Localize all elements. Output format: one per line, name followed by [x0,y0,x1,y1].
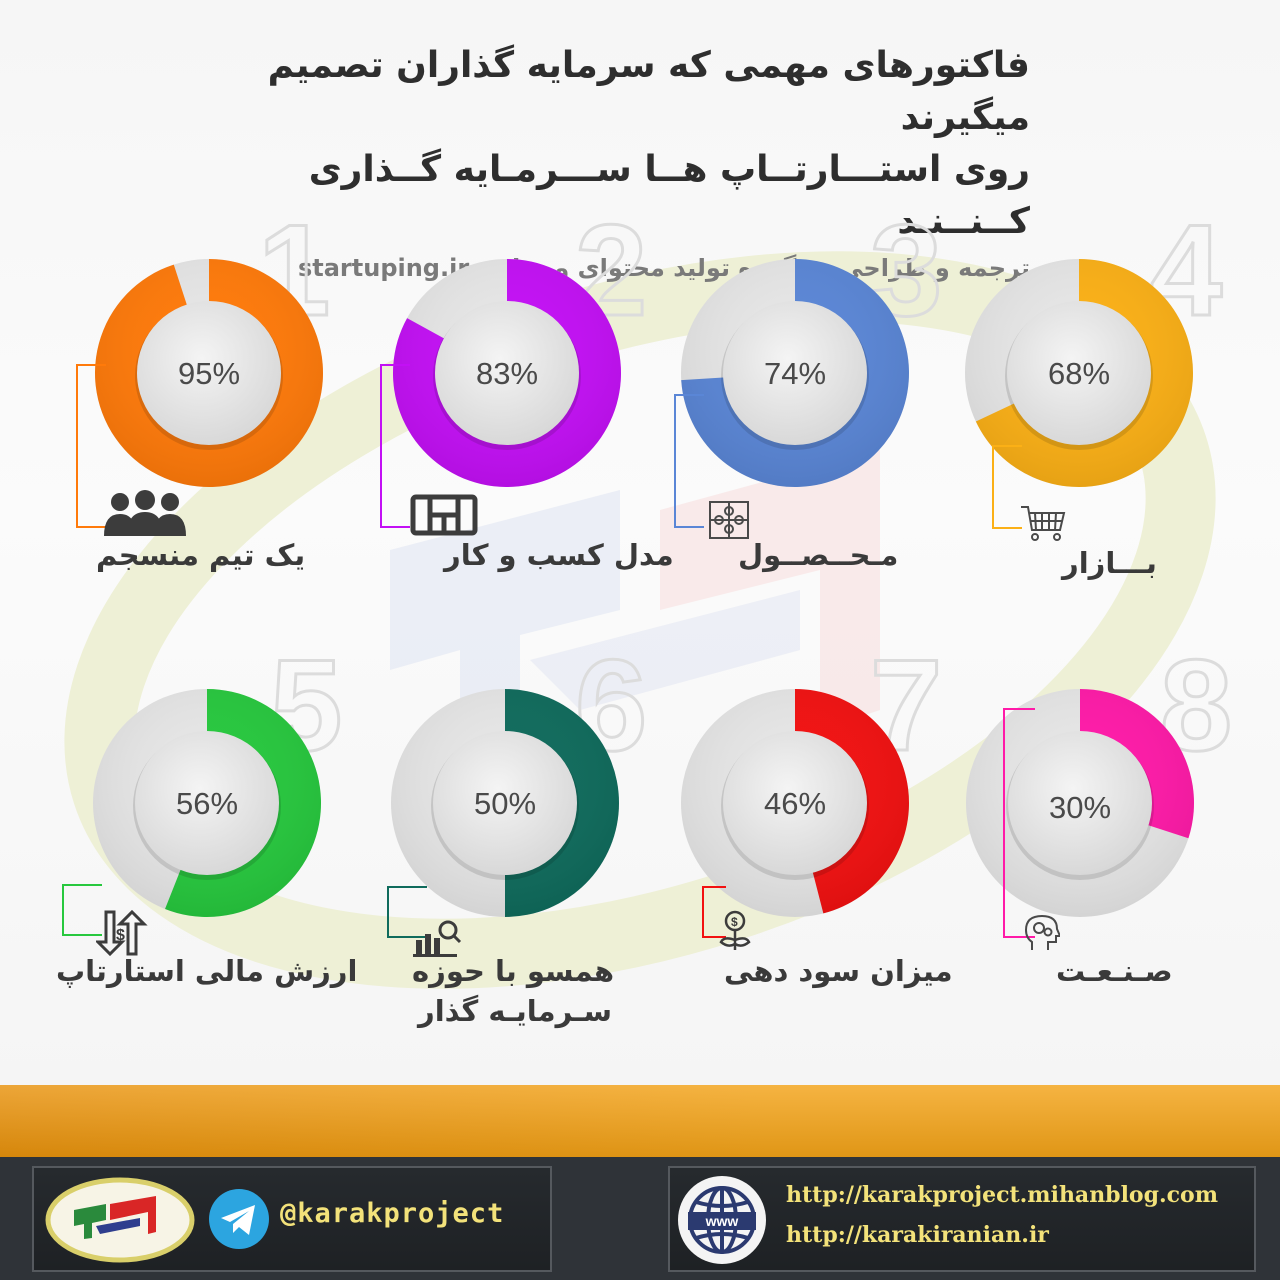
bracket-7 [702,886,726,938]
dollar-arrow-icon: $ [96,910,148,956]
donut-value-8: 30% [1048,790,1112,825]
factor-label-1: یک تیم منسجم [96,538,306,572]
donut-hole-4 [1007,301,1151,445]
donut-chart-1: 95% [94,258,324,488]
factor-label-6-line1: همسو با حوزه [412,954,615,988]
donut-chart-2: 83% [392,258,622,488]
bracket-2 [380,364,410,528]
money-plant-icon: $ [719,910,751,950]
donut-svg-5 [93,689,322,917]
business-model-icon [410,494,478,536]
head-gears-icon [1024,914,1060,950]
donut-svg-6 [391,689,619,917]
donut-value-4: 68% [1047,356,1111,391]
orange-band [0,1085,1280,1157]
donut-hole-2 [435,301,579,445]
donut-chart-5: 56% [92,688,322,918]
donut-svg-2 [392,259,621,488]
donut-chart-8: 30% [965,688,1195,918]
www-globe-icon: www [678,1176,766,1264]
factor-label-7: میزان سود دهی [724,954,953,988]
factor-label-3: مـحــصــول [738,538,899,572]
telegram-handle[interactable]: @karakproject [280,1198,505,1229]
donut-chart-7: 46% [680,688,910,918]
telegram-icon[interactable] [208,1188,270,1250]
donut-chart-6: 50% [390,688,620,918]
donut-svg-8 [966,689,1195,917]
donut-value-2: 83% [475,356,539,391]
page-title-line1: فاکتورهای مهمی که سرمایه گذاران تصمیم می… [267,45,1030,138]
website-url-2[interactable]: http://karakiranian.ir [786,1222,1049,1248]
donut-value-6: 50% [473,786,537,821]
chart-search-icon [413,920,462,957]
orange-band-shade [0,1085,1280,1157]
bracket-1 [76,364,106,528]
donut-hole-6 [433,731,577,875]
bracket-3 [674,394,704,528]
donut-svg-3 [681,259,909,487]
karak-logo-icon [45,1177,195,1263]
donut-hole-3 [723,301,867,445]
donut-chart-4: 68% [964,258,1194,488]
footer-web-panel: www http://karakproject.mihanblog.com ht… [668,1166,1256,1272]
bracket-5 [62,884,102,936]
cart-icon [1021,506,1066,541]
puzzle-icon [709,501,749,539]
donut-hole-8 [1008,731,1152,875]
money-sign-glyph: $ [731,915,738,929]
bracket-8 [1003,708,1035,938]
dollar-sign-glyph: $ [116,927,125,944]
donut-chart-3: 74% [680,258,910,488]
factor-label-6-line2: سـرمایـه گذار [418,994,613,1028]
donut-value-7: 46% [763,786,827,821]
title-block: فاکتورهای مهمی که سرمایه گذاران تصمیم می… [200,40,1030,284]
donut-svg-4 [965,259,1193,487]
donut-value-3: 74% [763,356,827,391]
www-glyph: www [705,1213,739,1229]
factor-label-2: مدل کسب و کار [444,538,674,572]
website-url-1[interactable]: http://karakproject.mihanblog.com [786,1182,1218,1208]
factor-label-8: صـنـعـت [1056,954,1173,988]
bracket-4 [992,445,1022,529]
factor-label-4: بـــازار [1062,546,1157,580]
donut-value-5: 56% [175,786,239,821]
footer-social-panel: @karakproject [32,1166,552,1272]
page-title-line2: روی استـــارتــاپ هــا ســـرمـایه گــذار… [308,149,1030,242]
donut-hole-5 [135,731,279,875]
donut-value-1: 95% [177,356,241,391]
donut-svg-1 [94,259,323,487]
donut-hole-1 [137,301,281,445]
bracket-6 [387,886,427,938]
factor-label-5: ارزش مالی استارتاپ [56,954,358,988]
donut-hole-7 [723,731,867,875]
donut-svg-7 [681,689,910,917]
team-icon [104,490,186,536]
